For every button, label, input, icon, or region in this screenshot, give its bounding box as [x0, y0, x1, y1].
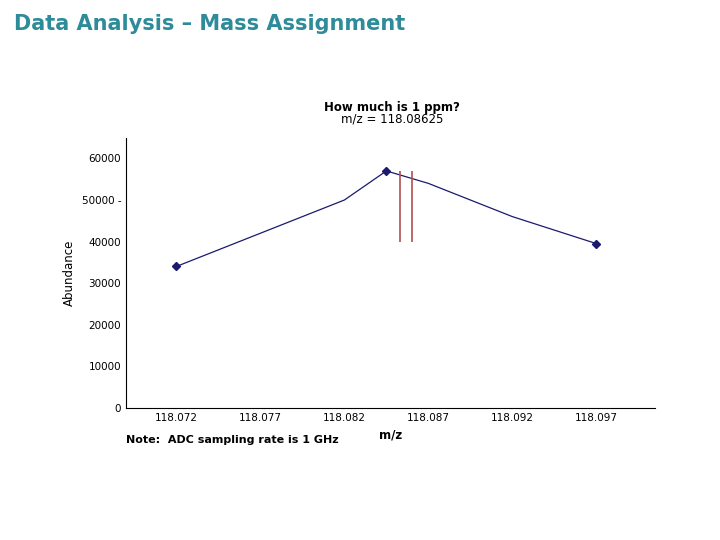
- Text: Agilent Technologies: Agilent Technologies: [279, 507, 441, 521]
- Y-axis label: Abundance: Abundance: [63, 240, 76, 306]
- Text: How much is 1 ppm?: How much is 1 ppm?: [325, 102, 460, 114]
- Text: m/z = 118.08625: m/z = 118.08625: [341, 112, 444, 125]
- Text: Data Analysis – Mass Assignment: Data Analysis – Mass Assignment: [14, 14, 405, 33]
- X-axis label: m/z: m/z: [379, 428, 402, 441]
- Text: Note:  ADC sampling rate is 1 GHz: Note: ADC sampling rate is 1 GHz: [126, 435, 338, 445]
- Text: March 2007: March 2007: [645, 519, 698, 528]
- Text: TOF and QTOF Fundamentals: TOF and QTOF Fundamentals: [567, 501, 698, 509]
- Text: 18: 18: [18, 509, 31, 519]
